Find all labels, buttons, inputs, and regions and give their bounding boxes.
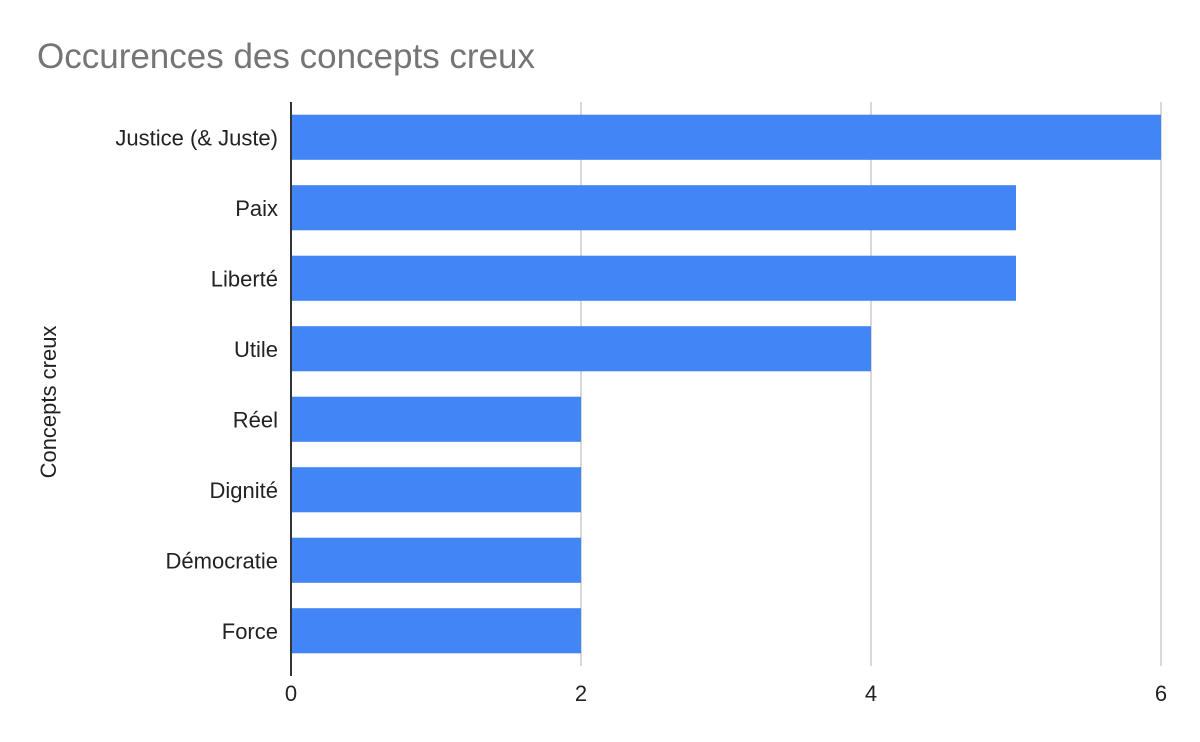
bar-2 — [291, 255, 1016, 301]
bar-4 — [291, 396, 581, 442]
x-tick-labels: 0 2 4 6 — [285, 681, 1167, 706]
x-tick-label-3: 6 — [1155, 681, 1167, 706]
category-label-2: Liberté — [211, 266, 278, 291]
bar-5 — [291, 467, 581, 513]
category-label-3: Utile — [234, 337, 278, 362]
bar-7 — [291, 608, 581, 654]
bars — [291, 114, 1161, 654]
x-tick-label-2: 4 — [865, 681, 877, 706]
category-labels: Justice (& Juste) Paix Liberté Utile Réel Dig… — [115, 125, 278, 644]
x-tick-label-0: 0 — [285, 681, 297, 706]
category-label-0: Justice (& Juste) — [115, 125, 278, 150]
bar-0 — [291, 114, 1161, 160]
bar-6 — [291, 537, 581, 583]
category-label-1: Paix — [235, 196, 278, 221]
y-axis-title: Concepts creux — [36, 326, 61, 479]
category-label-5: Dignité — [210, 478, 278, 503]
bar-1 — [291, 185, 1016, 231]
category-label-4: Réel — [233, 407, 278, 432]
category-label-7: Force — [222, 619, 278, 644]
category-label-6: Démocratie — [166, 548, 278, 573]
chart-title: Occurences des concepts creux — [37, 37, 536, 76]
bar-3 — [291, 326, 871, 372]
x-tick-label-1: 2 — [575, 681, 587, 706]
